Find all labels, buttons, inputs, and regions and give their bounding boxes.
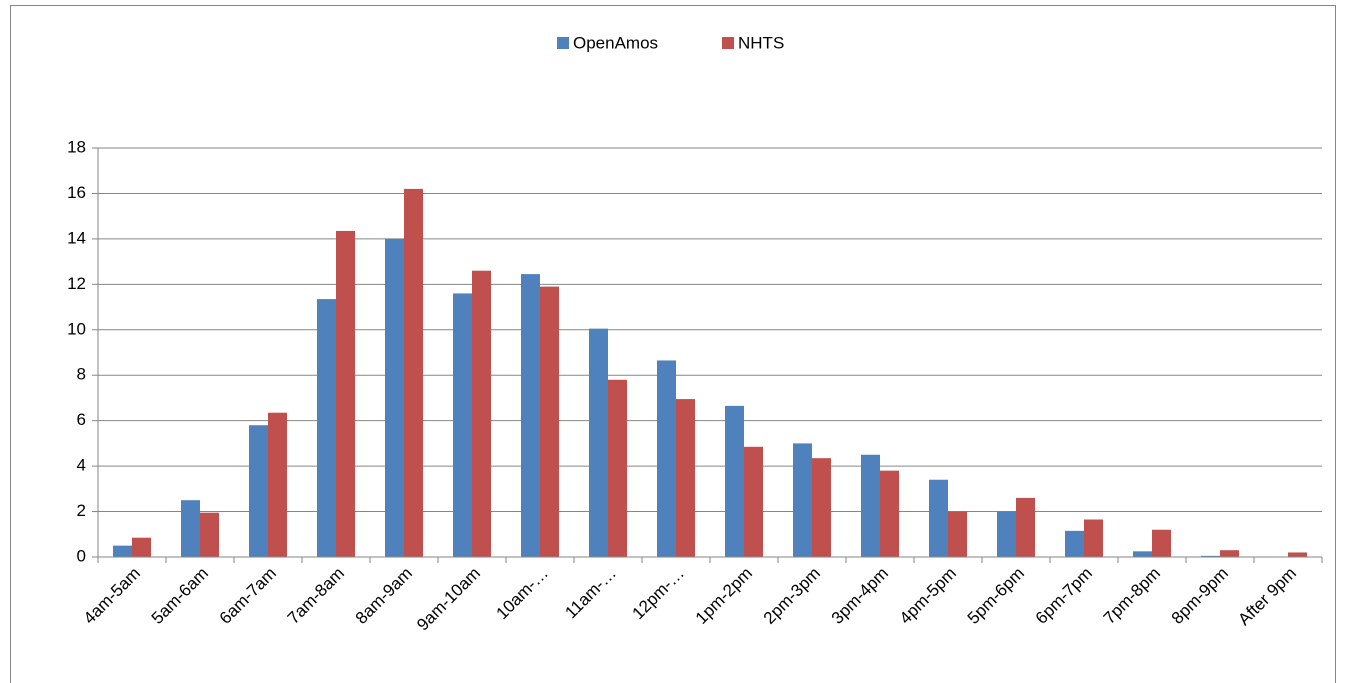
bar [1133,551,1152,557]
bar [132,537,151,557]
bar [113,545,132,557]
bar [812,458,831,557]
y-tick-label: 16 [67,183,86,202]
y-tick-label: 14 [67,228,86,247]
bar [317,299,336,557]
bar [540,286,559,557]
bar [793,443,812,557]
bar [929,479,948,557]
bar [997,511,1016,557]
bar [1201,555,1220,557]
bar [880,470,899,557]
bar [1065,530,1084,557]
bar [1016,497,1035,557]
bar [404,188,423,557]
y-tick-label: 10 [67,319,86,338]
bar [249,425,268,557]
y-tick-label: 8 [77,365,86,384]
bar [657,360,676,557]
y-tick-label: 4 [77,456,86,475]
y-tick-label: 18 [67,137,86,156]
bar [1152,529,1171,557]
bar [336,230,355,558]
legend-swatch [722,37,734,49]
bar [1084,519,1103,557]
bar [744,446,763,557]
legend-label: NHTS [738,33,784,52]
bar [861,454,880,557]
y-tick-label: 2 [77,501,86,520]
legend-swatch [557,37,569,49]
bar [181,500,200,557]
bar [1288,552,1307,557]
bar [589,328,608,557]
y-tick-label: 6 [77,410,86,429]
bar [608,379,627,557]
bar [453,293,472,557]
chart-border [10,5,1336,683]
bar [472,270,491,557]
bar [200,512,219,557]
bar [268,412,287,557]
bar [676,399,695,557]
bar [948,511,967,557]
bar [725,405,744,557]
bar [1220,550,1239,557]
y-tick-label: 0 [77,546,86,565]
bar [385,238,404,557]
bar [521,274,540,557]
legend-label: OpenAmos [573,33,658,52]
y-tick-label: 12 [67,274,86,293]
